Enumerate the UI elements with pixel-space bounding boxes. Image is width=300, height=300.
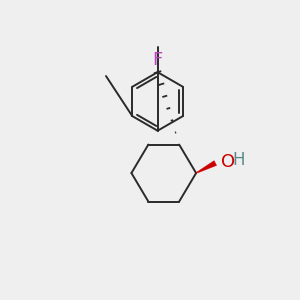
Text: F: F xyxy=(152,51,163,69)
Text: O: O xyxy=(221,152,235,170)
Polygon shape xyxy=(196,161,217,173)
Text: H: H xyxy=(232,151,245,169)
